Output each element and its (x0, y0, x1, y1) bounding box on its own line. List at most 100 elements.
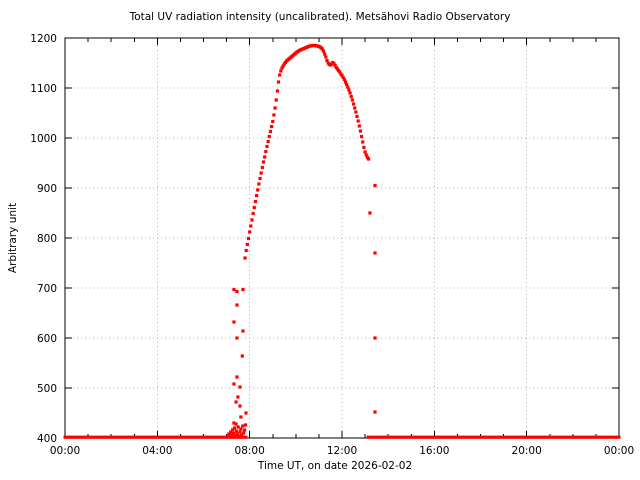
data-point (242, 428, 247, 432)
data-point (232, 287, 236, 292)
data-point (250, 218, 254, 222)
data-point (236, 395, 240, 399)
data-point (281, 64, 285, 68)
data-point (234, 400, 238, 404)
data-point (237, 434, 241, 438)
data-point (348, 91, 352, 95)
data-point (280, 66, 284, 70)
data-point (246, 236, 251, 241)
data-point (357, 124, 361, 128)
data-point (264, 149, 268, 154)
data-point (234, 429, 238, 433)
x-tick-label: 12:00 (327, 445, 357, 457)
data-point (240, 433, 244, 437)
baseline-segment (63, 435, 248, 439)
data-point (232, 421, 236, 425)
data-point (333, 63, 337, 68)
data-point (258, 176, 262, 181)
data-point (249, 224, 253, 228)
data-point (368, 211, 372, 215)
data-point (234, 422, 238, 426)
data-point (268, 129, 273, 134)
data-point (323, 52, 327, 56)
data-point (266, 139, 270, 144)
data-point (269, 124, 274, 129)
data-point (276, 80, 281, 84)
x-axis-label: Time UT, on date 2026-02-02 (257, 460, 413, 472)
data-point (263, 155, 267, 159)
data-point (231, 431, 236, 436)
data-point (243, 256, 247, 260)
data-point (350, 98, 354, 102)
data-point (355, 114, 359, 119)
data-point (235, 289, 239, 294)
data-point (241, 329, 245, 333)
data-point (347, 88, 351, 92)
y-tick-label: 400 (37, 433, 57, 445)
data-point (233, 433, 237, 438)
data-point (341, 75, 345, 80)
data-point (260, 165, 264, 170)
data-point (241, 287, 245, 292)
data-point (238, 385, 242, 389)
baseline-segment (366, 435, 621, 439)
data-point (257, 182, 261, 186)
data-point (238, 404, 242, 408)
data-point (320, 47, 324, 51)
data-point (243, 423, 248, 427)
y-tick-label: 1000 (30, 133, 57, 145)
data-point (358, 129, 363, 133)
data-point (342, 77, 346, 82)
data-point (239, 415, 243, 419)
data-point (324, 55, 328, 59)
data-point (241, 424, 245, 428)
data-point (360, 134, 364, 139)
data-point (235, 303, 239, 307)
data-point (332, 61, 336, 66)
x-tick-label: 20:00 (512, 445, 542, 457)
data-point (356, 119, 360, 123)
data-point (252, 205, 256, 210)
data-point (373, 336, 377, 340)
data-point (248, 230, 252, 234)
data-point (279, 69, 283, 73)
x-tick-label: 00:00 (50, 445, 80, 457)
data-point (235, 336, 239, 340)
data-point (366, 157, 371, 161)
data-point (361, 140, 365, 144)
data-point (278, 73, 282, 77)
y-tick-label: 1100 (30, 83, 57, 95)
data-point (229, 430, 233, 434)
data-point (373, 183, 377, 188)
data-point (239, 427, 243, 431)
data-point (232, 426, 237, 430)
data-point (338, 70, 342, 74)
data-point (230, 428, 235, 432)
data-point (353, 106, 357, 110)
data-point (345, 82, 349, 87)
data-point (271, 119, 275, 124)
chart-title: Total UV radiation intensity (uncalibrat… (129, 11, 511, 23)
data-point (362, 145, 366, 150)
data-point (240, 354, 244, 358)
data-point (230, 433, 234, 437)
data-point (244, 411, 248, 415)
y-tick-label: 900 (37, 183, 57, 195)
data-point (253, 199, 258, 204)
y-tick-label: 500 (37, 383, 57, 395)
data-point (242, 431, 246, 435)
data-point (346, 85, 350, 89)
data-point (245, 242, 249, 247)
data-point (235, 375, 239, 379)
data-point (235, 432, 239, 436)
x-tick-label: 08:00 (235, 445, 265, 457)
data-point (251, 211, 255, 216)
data-point (267, 134, 271, 139)
data-point (354, 110, 358, 114)
y-tick-label: 700 (37, 283, 57, 295)
data-point (232, 320, 236, 324)
data-point (373, 251, 377, 255)
data-point (261, 160, 266, 164)
data-point (351, 102, 356, 106)
